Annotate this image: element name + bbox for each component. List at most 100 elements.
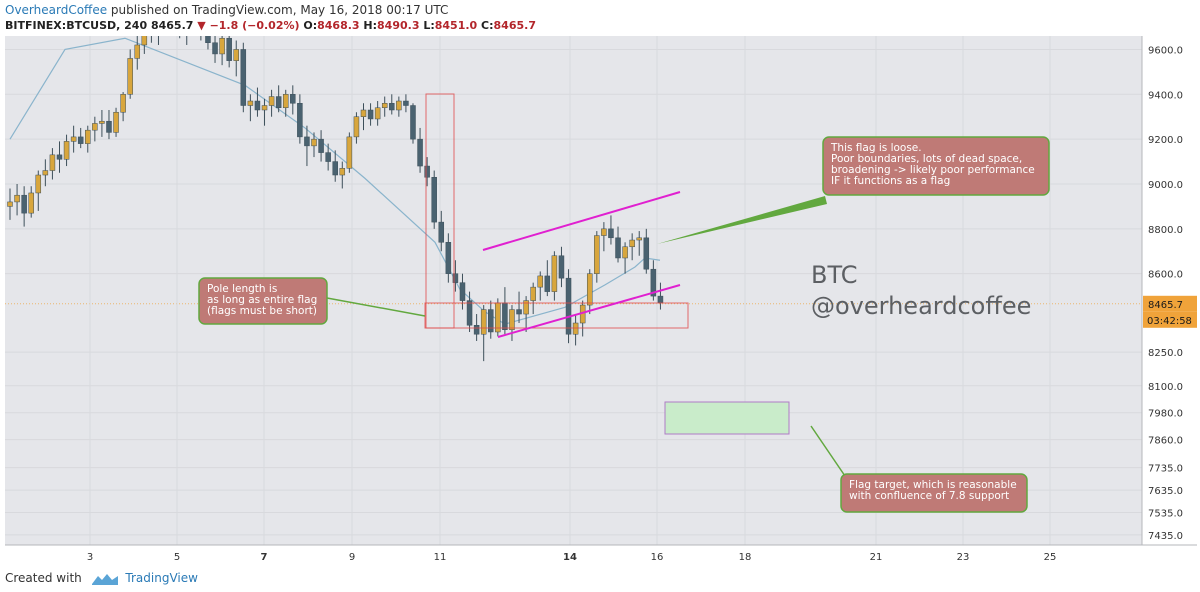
candle (311, 132, 317, 158)
candle (219, 31, 225, 66)
candle-body (106, 120, 112, 133)
current-price-label-bg (1143, 295, 1197, 312)
candle (381, 96, 388, 117)
time-tick-label: 5 (174, 552, 180, 563)
time-tick-label: 9 (349, 552, 355, 563)
candle-body (7, 201, 13, 207)
author-link[interactable]: OverheardCoffee (5, 3, 108, 17)
plot-background (5, 36, 1142, 545)
candle (480, 305, 487, 362)
candle-body (275, 96, 282, 109)
price-tick-label: 9200.0 (1148, 135, 1183, 146)
flag-lower-trendline (497, 284, 681, 338)
high-value: 8490.3 (377, 19, 420, 32)
candle-body (396, 100, 402, 111)
price-axis-background (1142, 36, 1197, 545)
candle (56, 141, 63, 173)
countdown-label: 03:42:58 (1147, 316, 1192, 327)
candle-body (219, 37, 225, 55)
flag-upper-trendline (482, 191, 681, 251)
time-axis[interactable]: 3 5 7 9 11 14 16 18 21 23 25 (5, 544, 1197, 566)
candle-body (120, 94, 126, 113)
created-with: Created with TradingView (5, 571, 198, 585)
candle (134, 31, 141, 70)
price-tick-label: 7535.0 (1148, 508, 1183, 519)
candle-body (523, 300, 529, 315)
candle-body (601, 228, 607, 236)
time-tick-label: 14 (563, 552, 577, 563)
candle-body (594, 235, 600, 274)
candle-body (622, 246, 628, 259)
candle-body (297, 103, 303, 138)
candle-body (339, 168, 346, 176)
candle (240, 42, 247, 113)
price-tick-label: 8600.0 (1148, 270, 1183, 281)
candle (622, 242, 628, 274)
candle-body (544, 275, 551, 292)
candle (21, 186, 27, 227)
candle (643, 228, 650, 274)
candle-body (268, 96, 275, 106)
candle (127, 49, 133, 99)
candle-body (636, 237, 642, 241)
candle-body (346, 136, 353, 169)
candle (233, 40, 239, 77)
tradingview-logo-icon (91, 573, 118, 585)
candle (389, 94, 395, 115)
candle (290, 85, 296, 115)
candle (92, 116, 98, 142)
candle-body (431, 177, 437, 223)
candle (374, 101, 381, 126)
candle (282, 89, 289, 117)
flag-callout-connector (657, 196, 827, 244)
candle-body (205, 22, 211, 43)
candle (558, 246, 565, 288)
candle (318, 130, 324, 162)
price-tick-label: 7735.0 (1148, 464, 1183, 475)
candle (509, 305, 515, 341)
candle (572, 314, 579, 346)
price-axis[interactable]: 9600.0 9400.0 9200.0 9000.0 8800.0 8600.0 8250… (1141, 36, 1197, 545)
candle-body (480, 309, 487, 335)
candle (417, 127, 423, 173)
candle-body (70, 136, 77, 142)
grid-lines (5, 36, 1142, 545)
candle (424, 157, 430, 187)
candle (346, 132, 353, 173)
candle (594, 231, 600, 283)
candle-body (233, 49, 239, 61)
candle-body (509, 309, 515, 330)
flag-callout-line: Poor boundaries, lots of dead space, (831, 153, 1022, 165)
close-label: C: (481, 19, 494, 32)
candle-body (516, 309, 522, 315)
candle-body (650, 268, 657, 297)
candle (268, 89, 275, 117)
time-tick-label: 23 (957, 552, 970, 563)
flag-callout: This flag is loose.Poor boundaries, lots… (822, 136, 1050, 196)
candle-body (304, 136, 310, 147)
footer: Created with TradingView (0, 566, 1200, 592)
candle-body (92, 123, 98, 131)
candle (565, 269, 572, 344)
target-callout-line: with confluence of 7.8 support (849, 490, 1009, 502)
watermark-handle: @overheardcoffee (811, 292, 1031, 320)
chart-frame[interactable]: Pole length is as long as entire flag (fla… (5, 0, 1197, 566)
candle-body (14, 194, 20, 203)
candle-body (473, 325, 480, 335)
candle-body (445, 242, 452, 274)
publish-info: OverheardCoffee published on TradingView… (5, 3, 448, 17)
candle (403, 94, 409, 113)
candle (28, 186, 34, 218)
chart-header: OverheardCoffee published on TradingView… (0, 0, 1200, 36)
candle-body (389, 103, 395, 111)
candle (247, 94, 254, 122)
tradingview-brand[interactable]: TradingView (125, 571, 198, 585)
candle (473, 314, 480, 341)
price-tick-label: 9600.0 (1148, 45, 1183, 56)
candle (537, 271, 543, 301)
candle (410, 103, 416, 144)
time-tick-label: 25 (1044, 552, 1057, 563)
candle (445, 233, 452, 283)
